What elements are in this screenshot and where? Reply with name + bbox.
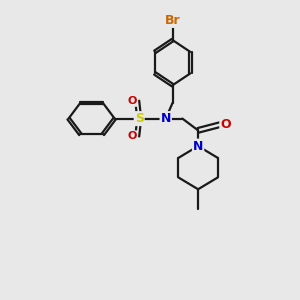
Text: O: O: [127, 131, 136, 141]
Text: O: O: [127, 96, 136, 106]
Text: N: N: [160, 112, 171, 125]
Text: N: N: [193, 140, 203, 153]
Text: Br: Br: [165, 14, 180, 27]
Text: S: S: [135, 112, 144, 125]
Text: O: O: [220, 118, 231, 131]
